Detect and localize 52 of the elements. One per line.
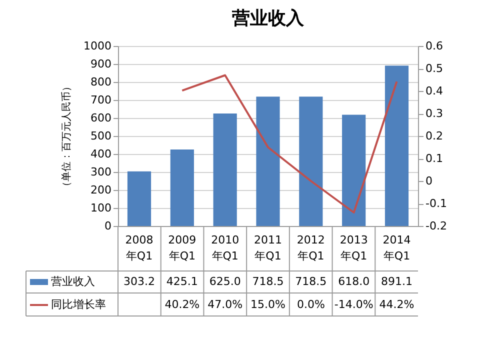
chart-title: 营业收入 [231, 8, 305, 29]
y-tick-label: 400 [90, 148, 112, 160]
y-tick-label: 300 [90, 166, 112, 178]
data-label: 891.1 [381, 275, 413, 288]
y-tick-label: 800 [90, 76, 112, 88]
data-label: 625.0 [209, 275, 241, 288]
bar [342, 114, 366, 226]
line-series [181, 74, 398, 214]
y2-tick-label: 0.2 [426, 130, 443, 142]
data-label: 40.2% [164, 298, 200, 311]
x-tick-label: 2012 年Q1 [296, 234, 325, 262]
bar [170, 149, 194, 226]
data-label: 15.0% [250, 298, 286, 311]
x-tick-label: 2011 年Q1 [254, 234, 282, 262]
y2-tick-label: 0 [426, 174, 432, 188]
y-tick-label: 0 [104, 220, 112, 232]
y2-tick-label: -0.1 [426, 197, 447, 210]
legend-label: 营业收入 [51, 275, 95, 288]
legend-label: 同比增长率 [51, 298, 106, 311]
y2-tick-label: 0.6 [426, 40, 443, 52]
bar [299, 96, 323, 226]
x-tick-label: 2010 年Q1 [211, 234, 240, 262]
data-label: 303.2 [123, 275, 155, 288]
y-tick-label: 600 [90, 112, 112, 124]
y-tick-label: 700 [90, 94, 112, 106]
bar [384, 66, 409, 226]
x-tick-label: 2013 年Q1 [340, 234, 368, 262]
data-label: -14.0% [334, 298, 374, 311]
y2-tick-label: -0.2 [426, 220, 447, 232]
x-tick-label: 2014 年Q1 [382, 234, 411, 262]
y2-tick-label: 0.4 [426, 84, 443, 98]
bar [127, 171, 152, 226]
y-tick-label: 900 [90, 58, 112, 70]
data-label: 425.1 [166, 275, 198, 288]
data-label: 47.0% [208, 298, 243, 311]
y2-tick-label: 0.3 [426, 107, 443, 120]
x-tick-label: 2009 年Q1 [168, 234, 196, 262]
y-tick-label: 200 [90, 184, 112, 196]
bar [213, 114, 237, 226]
y-tick-label: 500 [90, 130, 112, 142]
y2-tick-label: 0.1 [426, 152, 443, 165]
x-tick-label: 2008 年Q1 [125, 234, 154, 262]
y-tick-label: 1000 [84, 40, 112, 52]
data-label: 718.5 [295, 275, 327, 288]
data-label: 0.0% [296, 298, 325, 311]
bar [256, 96, 280, 226]
y2-tick-label: 0.5 [426, 62, 443, 75]
y-tick-label: 100 [90, 202, 112, 214]
data-label: 618.0 [338, 275, 370, 288]
y-axis-title: （单位：百万元人民币） [60, 82, 73, 192]
data-label: 44.2% [379, 298, 414, 311]
data-label: 718.5 [252, 275, 284, 288]
